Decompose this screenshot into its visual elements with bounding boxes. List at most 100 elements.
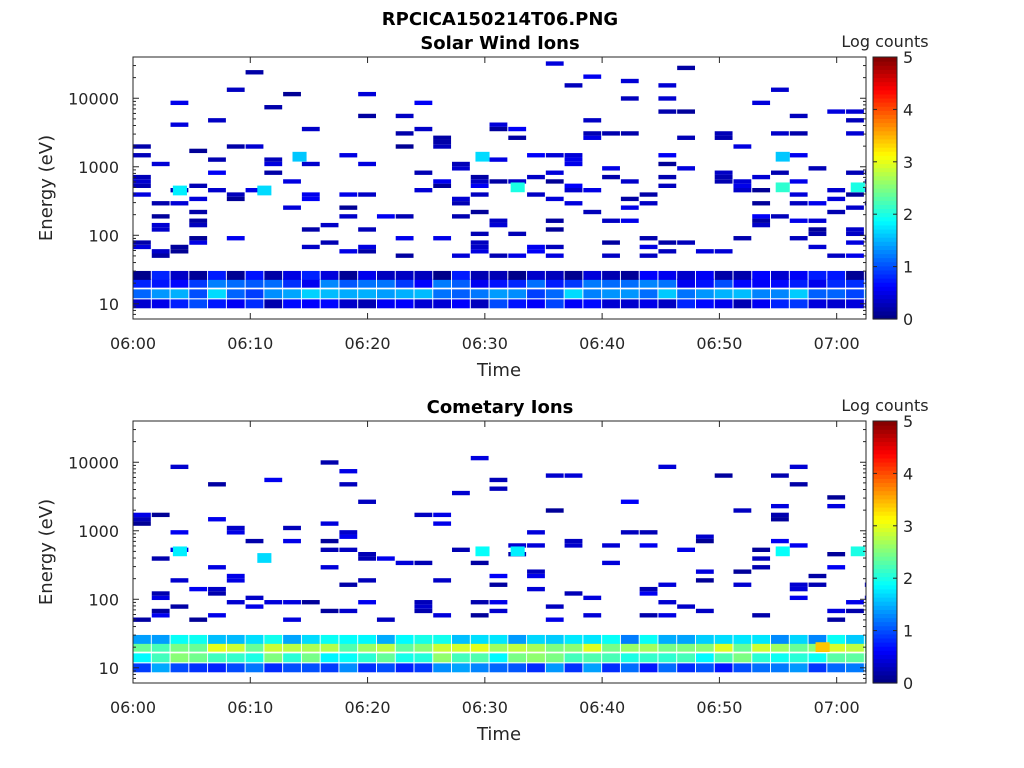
colorbar-segment [873, 572, 897, 578]
spectrogram-cell [414, 663, 433, 673]
spectrogram-cell [620, 205, 639, 210]
spectrogram-cell [489, 218, 508, 223]
spectrogram-cell [489, 126, 508, 132]
spectrogram-cell [808, 289, 827, 299]
spectrogram-cell [189, 209, 208, 215]
spectrogram-cell [226, 642, 245, 652]
colorbar-segment [873, 437, 897, 443]
spectrogram-cell [133, 192, 151, 197]
spectrogram-cell [808, 201, 827, 206]
colorbar-segment [873, 241, 897, 246]
spectrogram-cell [414, 278, 433, 288]
spectrogram-cell [639, 270, 658, 280]
spectrogram-cell [564, 183, 583, 188]
spectrogram-cell [133, 521, 151, 526]
colorbar-segment [873, 470, 897, 475]
spectrogram-cell [395, 144, 414, 149]
spectrogram-cell [639, 663, 658, 673]
spectrogram-cell [695, 249, 714, 254]
colorbar-segment [873, 654, 897, 660]
colorbar-segment [873, 552, 897, 557]
colorbar-segment [873, 564, 897, 569]
spectrogram-cell [527, 586, 545, 592]
spectrogram-cell [264, 663, 283, 673]
spectrogram-cell [695, 289, 714, 299]
spectrogram-cell [170, 270, 189, 280]
spectrogram-cell [620, 642, 639, 652]
colorbar-segment [873, 81, 897, 87]
spectrogram-cell [564, 270, 583, 280]
spectrogram-cell [470, 634, 489, 644]
spectrogram-cell [620, 289, 639, 299]
colorbar-segment [873, 159, 897, 165]
spectrogram-cell [658, 153, 677, 158]
spectrogram-cell [283, 617, 301, 622]
colorbar-segment [873, 560, 897, 565]
spectrogram-cell [602, 253, 620, 258]
spectrogram-cell [846, 642, 864, 652]
colorbar-segment [873, 114, 897, 120]
x-tick-label: 07:00 [814, 334, 860, 353]
spectrogram-cell [508, 289, 527, 299]
spectrogram-cell [226, 236, 245, 241]
spectrogram-cell [395, 653, 414, 663]
spectrogram-cell [602, 278, 620, 288]
spectrogram-cell [358, 578, 377, 583]
spectrogram-cell [301, 600, 320, 605]
spectrogram-cell [846, 270, 864, 280]
spectrogram-cell [489, 600, 508, 605]
spectrogram-cell [395, 214, 414, 219]
x-tick-label: 06:40 [579, 334, 625, 353]
spectrogram-cell [658, 240, 677, 245]
spectrogram-cell [658, 663, 677, 673]
spectrogram-cell [527, 543, 545, 548]
spectrogram-cell [452, 642, 470, 652]
colorbar-tick-label: 2 [903, 569, 913, 588]
spectrogram-cell [658, 613, 677, 618]
spectrogram-cell [602, 642, 620, 652]
colorbar-segment [873, 73, 897, 79]
colorbar-tick-label: 4 [903, 100, 913, 119]
colorbar-segment [873, 441, 897, 447]
spectrogram-cell [545, 663, 564, 673]
spectrogram-cell [508, 179, 527, 184]
colorbar-segment [873, 666, 897, 672]
colorbar-segment [873, 543, 897, 549]
colorbar-segment [873, 245, 897, 251]
spectrogram-cell [395, 560, 414, 566]
spectrogram-cell [208, 278, 226, 288]
colorbar-segment [873, 556, 897, 561]
spectrogram-cell [846, 278, 864, 288]
spectrogram-cell [620, 218, 639, 223]
spectrogram-cell [301, 634, 320, 644]
spectrogram-cell [620, 499, 639, 504]
spectrogram-cell [846, 170, 864, 175]
spectrogram-cell [133, 634, 151, 644]
spectrogram-cell [846, 192, 864, 197]
colorbar-segment [873, 592, 897, 598]
spectrogram-cell [789, 299, 808, 309]
spectrogram-cell [677, 166, 696, 171]
spectrogram-cell [414, 289, 433, 299]
colorbar-tick-label: 0 [903, 310, 913, 329]
spectrogram-cell [602, 166, 620, 171]
spectrogram-cell [470, 289, 489, 299]
spectrogram-highlight [257, 553, 272, 563]
spectrogram-cell [151, 591, 170, 596]
spectrogram-cell [301, 289, 320, 299]
colorbar-segment [873, 482, 897, 488]
spectrogram-cell [527, 642, 545, 652]
spectrogram-cell [864, 595, 866, 601]
spectrogram-cell [226, 196, 245, 202]
spectrogram-cell [527, 530, 545, 535]
spectrogram-cell [395, 253, 414, 258]
spectrogram-cell [283, 600, 301, 605]
spectrogram-cell [677, 240, 696, 245]
colorbar-segment [873, 228, 897, 234]
spectrogram-cell [714, 278, 733, 288]
spectrogram-cell [189, 196, 208, 202]
spectrogram-cell [470, 560, 489, 566]
spectrogram-cell [433, 299, 452, 309]
colorbar-segment [873, 89, 897, 95]
spectrogram-cell [208, 270, 226, 280]
